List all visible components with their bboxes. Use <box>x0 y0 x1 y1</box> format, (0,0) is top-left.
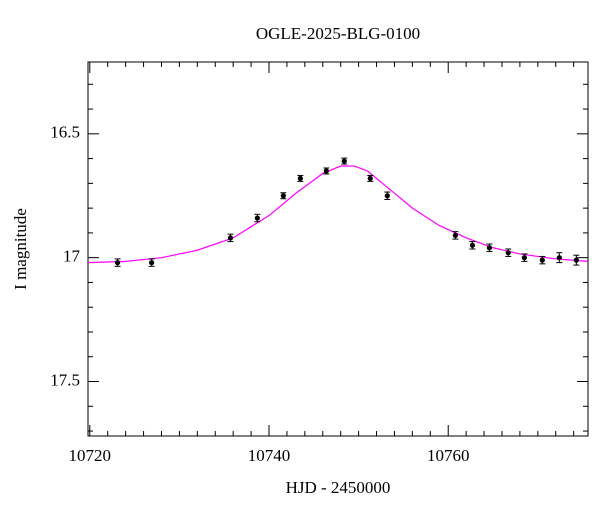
data-point <box>227 235 234 241</box>
y-tick-label: 16.5 <box>50 123 80 142</box>
x-tick-label: 10740 <box>248 446 291 465</box>
x-axis-label: HJD - 2450000 <box>286 478 391 497</box>
data-point <box>452 232 458 238</box>
data-point <box>556 255 562 261</box>
data-point <box>254 215 260 221</box>
data-point <box>505 250 511 256</box>
data-point <box>341 158 347 164</box>
data-point <box>114 260 121 266</box>
data-point <box>323 168 329 174</box>
data-point <box>297 175 303 182</box>
data-point <box>149 260 155 266</box>
data-point <box>384 193 390 199</box>
chart-title: OGLE-2025-BLG-0100 <box>256 24 420 43</box>
data-point <box>539 257 545 263</box>
data-point <box>486 245 493 251</box>
x-tick-label: 10720 <box>69 446 112 465</box>
data-point <box>573 257 579 263</box>
plot-area <box>88 157 588 267</box>
x-tick-label: 10760 <box>427 446 470 465</box>
y-tick-label: 17.5 <box>50 370 80 389</box>
y-axis-label: I magnitude <box>11 208 30 290</box>
data-point <box>521 255 527 261</box>
y-tick-label: 17 <box>63 247 81 266</box>
plot-frame <box>87 61 589 437</box>
data-point <box>469 242 476 248</box>
data-point <box>280 193 286 199</box>
data-point <box>367 175 373 182</box>
model-curve <box>88 165 588 264</box>
